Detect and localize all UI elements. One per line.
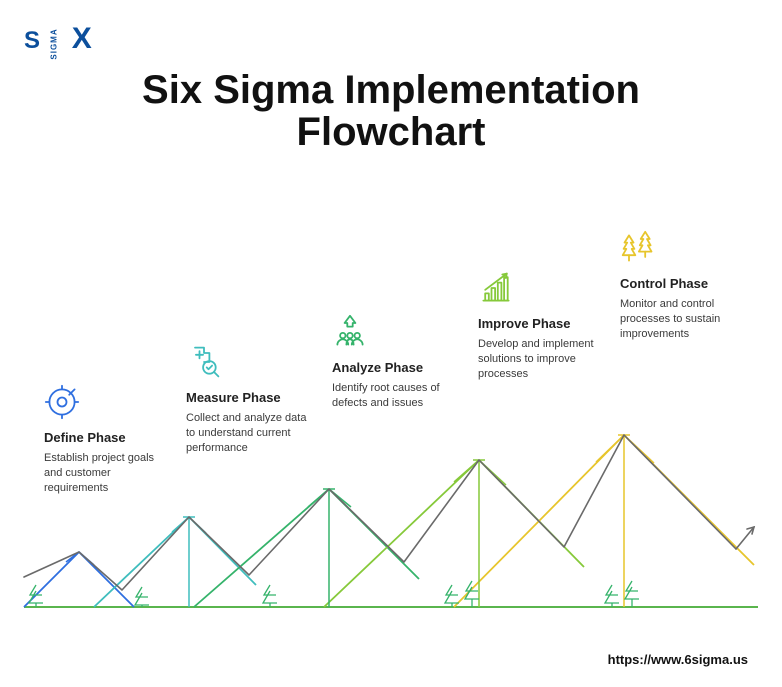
page-title: Six Sigma ImplementationFlowchart: [0, 69, 782, 153]
phase-analyze: Analyze Phase Identify root causes of de…: [332, 314, 462, 411]
title-text: Six Sigma ImplementationFlowchart: [142, 68, 640, 154]
mountain-0: [24, 552, 134, 607]
trend-arrow-shaft: [736, 527, 754, 549]
mountain-cap-3: [454, 460, 506, 485]
tree-6: [626, 581, 638, 591]
phase-title: Measure Phase: [186, 390, 316, 405]
tree-1: [136, 587, 148, 597]
team-arrow-icon: [332, 314, 368, 350]
mountain-scene: [24, 407, 758, 627]
phase-improve: Improve Phase Develop and implement solu…: [478, 270, 608, 382]
plus-mag-icon: [186, 344, 222, 380]
phase-title: Analyze Phase: [332, 360, 462, 375]
trend-line: [24, 435, 736, 590]
mountain-cap-4: [596, 435, 654, 463]
tree-3: [446, 585, 458, 595]
phase-title: Improve Phase: [478, 316, 608, 331]
brand-x: X: [72, 22, 93, 55]
bars-up-icon: [478, 270, 514, 306]
brand-sigma: SIGMA: [50, 28, 58, 59]
phase-desc: Develop and implement solutions to impro…: [478, 337, 608, 382]
brand-logo: SSIGMAX: [24, 24, 92, 54]
phase-control: Control Phase Monitor and control proces…: [620, 230, 750, 342]
trees-icon: [620, 230, 656, 266]
phase-title: Control Phase: [620, 276, 750, 291]
mountain-1: [94, 517, 256, 607]
footer-url: https://www.6sigma.us: [608, 652, 748, 667]
mountain-3: [324, 460, 584, 607]
phase-desc: Monitor and control processes to sustain…: [620, 297, 750, 342]
brand-s: S: [24, 27, 41, 54]
tree-5: [606, 585, 618, 595]
tree-2: [264, 585, 276, 595]
